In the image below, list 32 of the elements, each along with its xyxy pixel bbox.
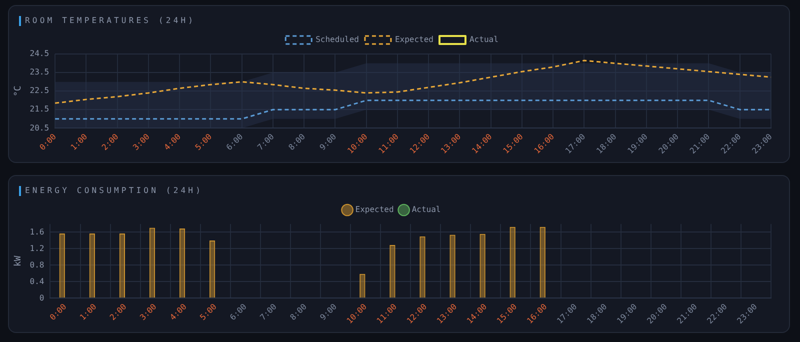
bar (59, 233, 65, 298)
y-tick-label: 23.5 (30, 68, 50, 77)
y-tick-label: 1.2 (30, 244, 44, 253)
y-tick-label: 22.5 (30, 86, 50, 96)
bar (149, 228, 156, 298)
y-tick-label: 0.8 (30, 260, 44, 270)
legend-label: Expected (355, 205, 394, 214)
y-tick-label: 0.4 (30, 276, 44, 286)
chart-title: ROOM TEMPERATURES (24H) (24, 16, 196, 26)
bar (510, 226, 516, 298)
chart-title: ENERGY CONSUMPTION (24H) (24, 186, 203, 196)
bar (360, 274, 366, 298)
y-tick-label: 21.5 (30, 104, 50, 114)
legend-label: Expected (394, 35, 434, 44)
y-tick-label: 1.6 (30, 227, 44, 236)
bar (480, 234, 486, 298)
bar (420, 236, 426, 298)
bar (540, 226, 546, 298)
y-tick-label: 20.5 (30, 123, 50, 132)
y-tick-label: 0 (39, 293, 44, 302)
bar (119, 233, 126, 298)
y-axis-title: °C (14, 86, 24, 97)
legend-label: Actual (412, 205, 441, 214)
bar (390, 245, 396, 298)
bar (89, 233, 95, 298)
bar (209, 240, 216, 298)
legend-label: Actual (469, 35, 499, 44)
bar (179, 228, 186, 298)
legend-label: Scheduled (316, 35, 360, 44)
y-axis-title: kW (14, 255, 24, 267)
y-tick-label: 24.5 (30, 49, 50, 58)
bar (450, 234, 456, 298)
